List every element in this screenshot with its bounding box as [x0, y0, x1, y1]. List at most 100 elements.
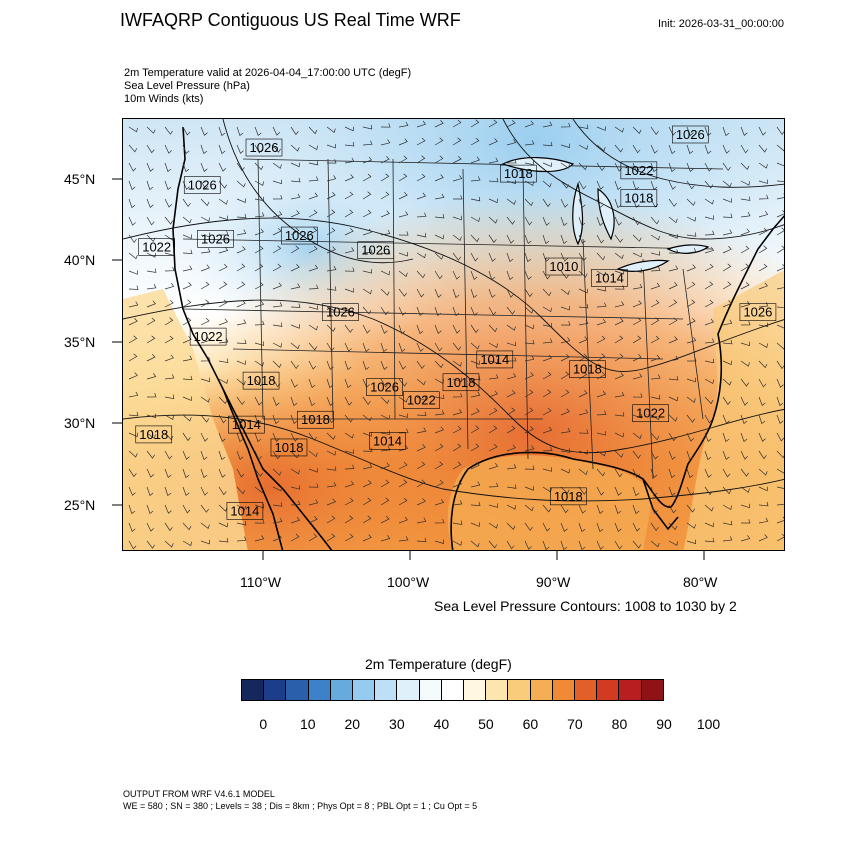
wind-barb	[596, 234, 605, 244]
wind-barb	[506, 484, 517, 489]
colorbar-swatch	[552, 680, 576, 700]
wind-barb	[380, 250, 391, 255]
colorbar-swatch	[397, 680, 420, 700]
wind-barb	[776, 500, 784, 506]
wind-barb	[506, 357, 517, 362]
wind-barb	[398, 211, 409, 218]
wind-barb	[290, 378, 298, 388]
wind-barb	[560, 270, 569, 279]
wind-barb	[560, 522, 568, 532]
wind-barb	[560, 162, 570, 169]
wind-barb	[362, 396, 371, 406]
wind-barb	[596, 522, 604, 533]
wind-barb	[146, 372, 157, 380]
wind-barb	[128, 372, 138, 380]
wind-barb	[614, 216, 622, 226]
svg-text:1018: 1018	[247, 373, 276, 388]
wind-barb	[578, 144, 588, 150]
colorbar-swatch	[464, 680, 487, 700]
wind-barb	[200, 504, 209, 513]
wind-barb	[758, 450, 767, 460]
svg-text:1018: 1018	[624, 191, 653, 206]
wind-barb	[776, 516, 784, 524]
wind-barb	[308, 160, 319, 166]
lon-label-100w: 100°W	[387, 574, 430, 590]
wind-barb	[146, 252, 156, 258]
wind-barb	[290, 245, 300, 254]
wind-barb	[218, 126, 226, 137]
wind-barb	[182, 144, 190, 154]
wind-barb	[164, 394, 175, 400]
wind-barb	[776, 210, 784, 218]
slp-label: 1018	[549, 487, 587, 506]
wind-barb	[380, 210, 390, 218]
wind-barb	[182, 336, 192, 344]
wind-barb	[668, 540, 678, 546]
wind-barb	[128, 353, 138, 362]
wind-barb	[416, 192, 427, 200]
wind-barb	[740, 180, 750, 186]
wind-barb	[416, 270, 426, 279]
wind-barb	[416, 324, 424, 335]
wind-barb	[218, 230, 229, 236]
wind-barb	[182, 317, 192, 326]
wind-barb	[722, 319, 733, 326]
wind-barb	[452, 443, 462, 452]
wind-barb	[524, 216, 533, 226]
wind-barb	[128, 162, 137, 172]
wind-barb	[182, 432, 191, 442]
wind-barb	[344, 247, 355, 254]
wind-barb	[614, 540, 623, 550]
wind-barb	[632, 486, 640, 497]
wind-barb	[542, 371, 552, 380]
wind-barb	[578, 486, 587, 495]
wind-barb	[578, 124, 589, 130]
wind-barb	[452, 306, 460, 317]
wind-barb	[344, 142, 355, 147]
wind-barb	[128, 391, 139, 398]
wind-barb	[668, 126, 677, 136]
wind-barb	[488, 288, 496, 298]
svg-text:1014: 1014	[595, 270, 624, 285]
wind-barb	[344, 288, 354, 293]
wind-barb	[488, 324, 498, 333]
wind-barb	[200, 264, 210, 272]
wind-barb	[704, 281, 714, 290]
wind-barb	[326, 450, 336, 456]
wind-barb	[362, 432, 372, 437]
wind-barb	[668, 249, 679, 254]
wind-barb	[722, 246, 732, 254]
wind-barb	[560, 198, 569, 208]
slp-label: 1022	[189, 327, 227, 346]
wind-barb	[218, 468, 226, 478]
wind-barb	[182, 450, 190, 460]
wind-barb	[164, 162, 172, 173]
colorbar-tick-label: 20	[344, 716, 361, 732]
wind-barb	[146, 216, 155, 226]
wind-barb	[290, 177, 301, 183]
wind-barb	[380, 534, 391, 542]
colorbar-swatch	[419, 680, 442, 700]
wind-barb	[686, 522, 696, 529]
wind-barb	[560, 486, 570, 494]
wind-barb	[308, 192, 319, 200]
wind-barb	[398, 121, 409, 128]
wind-barb	[614, 270, 624, 275]
wind-barb	[362, 480, 372, 488]
wind-barb	[164, 414, 174, 420]
wind-barb	[524, 180, 534, 186]
wind-barb	[740, 228, 750, 236]
wind-barb	[272, 302, 283, 308]
svg-text:1026: 1026	[370, 380, 399, 395]
wind-barb	[326, 466, 337, 471]
wind-barb	[488, 443, 498, 452]
wind-barb	[470, 252, 479, 262]
wind-barb	[272, 195, 283, 200]
wind-barb	[488, 540, 498, 549]
wind-barb	[686, 180, 695, 190]
wind-barb	[398, 444, 409, 452]
wind-barb	[740, 535, 751, 542]
wind-barb	[542, 338, 553, 344]
footer-model: OUTPUT FROM WRF V4.6.1 MODEL	[123, 789, 275, 799]
wind-barb	[524, 445, 535, 452]
